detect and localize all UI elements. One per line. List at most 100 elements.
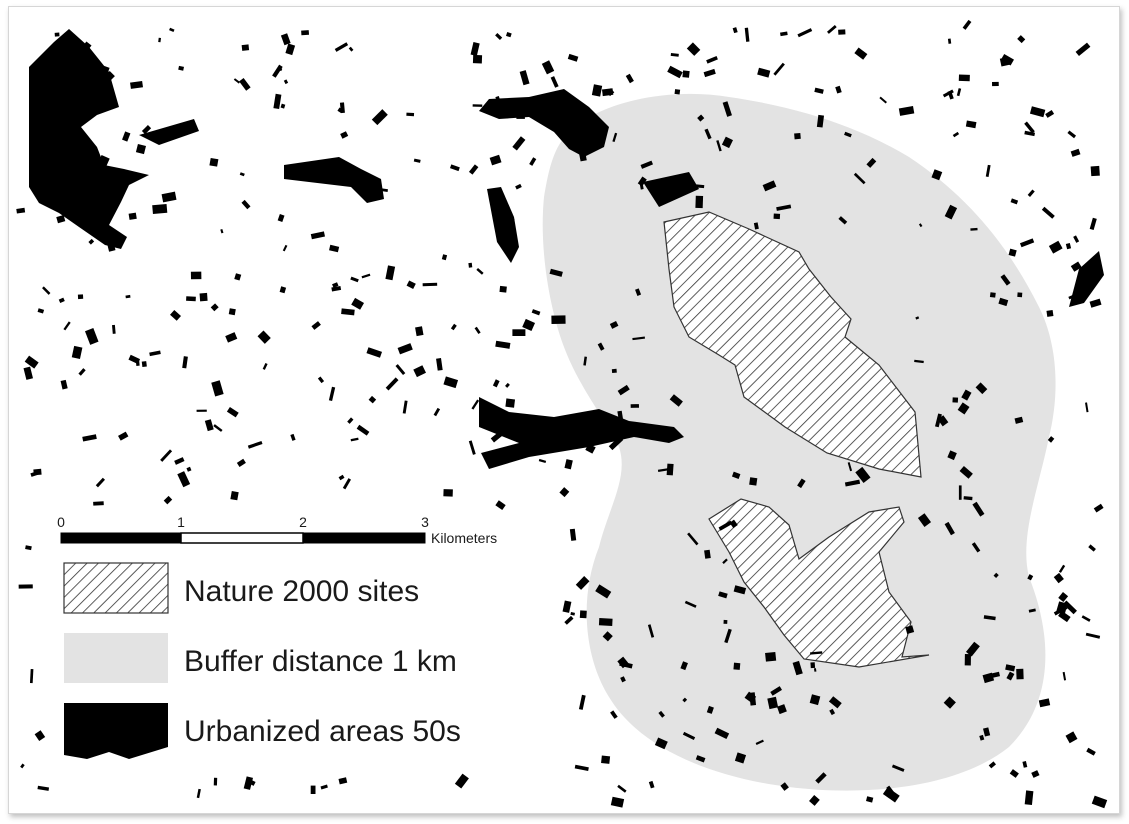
urban-patch — [853, 172, 866, 185]
urban-patch — [797, 28, 813, 38]
urban-patch — [617, 784, 627, 793]
urban-patch — [1070, 261, 1082, 272]
urban-patch — [128, 212, 137, 220]
urban-patch — [964, 653, 971, 666]
urban-patch — [721, 136, 733, 149]
urban-patch — [958, 74, 970, 82]
urban-patch — [549, 268, 563, 277]
urban-patch — [1027, 574, 1034, 581]
urban-patch — [657, 467, 671, 472]
urban-patch — [776, 204, 792, 211]
urban-patch — [767, 696, 779, 710]
urban-patch — [992, 81, 999, 87]
urban-patch — [835, 85, 842, 94]
urban-patch — [149, 350, 161, 357]
urban-patch — [490, 429, 505, 443]
urban-patch — [962, 19, 972, 30]
urban-patch — [71, 345, 83, 360]
urban-patch — [704, 549, 711, 559]
urban-patch — [682, 731, 696, 741]
urban-patch — [865, 796, 874, 803]
urban-patch — [648, 780, 655, 789]
scale-tick-0: 0 — [57, 514, 65, 530]
urban-patch — [647, 624, 655, 638]
urban-patch — [454, 773, 469, 789]
urban-patch — [1016, 668, 1024, 680]
urban-patch — [575, 576, 590, 590]
urban-patch — [141, 125, 152, 135]
urban-patch — [495, 32, 503, 41]
urban-patch — [749, 692, 757, 706]
urban-patch — [780, 782, 789, 791]
urban-patch — [891, 764, 905, 772]
urban-patch — [733, 662, 741, 670]
urban-patch — [531, 309, 541, 316]
urban-patch — [170, 309, 181, 321]
urban-patch — [311, 321, 321, 330]
urban-patch — [780, 31, 788, 37]
urban-patch — [814, 87, 824, 94]
urban-patch — [505, 398, 516, 408]
urban-patch — [703, 68, 716, 78]
urban-patch — [1017, 292, 1023, 298]
urban-patch — [317, 376, 325, 384]
urban-patch — [230, 490, 239, 501]
urban-patch — [341, 308, 355, 316]
urban-patch — [495, 95, 502, 107]
urban-patch — [468, 440, 476, 455]
urban-patch — [905, 625, 915, 635]
urban-patch — [476, 267, 484, 275]
urban-patch — [723, 619, 728, 624]
map-frame: 0 1 2 3 Kilometers Nature 2000 sites Buf… — [8, 6, 1120, 814]
urban-patch — [385, 377, 399, 391]
urban-patch — [1000, 274, 1011, 286]
urban-patch — [55, 146, 64, 152]
urban-patch — [947, 450, 957, 461]
urban-patch — [1085, 402, 1089, 413]
urban-patch — [310, 231, 326, 240]
urban-patch — [617, 410, 624, 422]
urban-patch — [402, 400, 408, 414]
urban-patch — [82, 434, 97, 442]
urban-patch — [579, 610, 587, 619]
urban-patch — [972, 501, 985, 517]
urban-patch — [371, 109, 388, 126]
urban-patch — [56, 215, 66, 224]
urban-patch — [975, 382, 988, 395]
urban-patch — [285, 43, 296, 56]
urban-patch — [338, 777, 348, 785]
urban-patch — [1009, 769, 1019, 778]
urban-patch — [347, 417, 354, 424]
urban-patch — [609, 320, 619, 329]
urban-patch — [838, 29, 846, 35]
urban-patch — [161, 191, 177, 203]
urban-patch — [290, 433, 296, 441]
urban-patch — [572, 420, 589, 428]
urban-patch — [989, 292, 996, 298]
urban-patch — [773, 213, 781, 220]
urban-patch — [983, 727, 991, 737]
urban-patch — [1031, 770, 1040, 778]
urban-patch — [63, 321, 71, 331]
urban-patch — [1058, 610, 1071, 623]
legend-symbol-nature-sites — [63, 562, 169, 614]
urban-patch — [279, 286, 287, 294]
urban-patch — [177, 471, 191, 488]
urban-patch — [1070, 148, 1081, 157]
urban-patch — [241, 199, 251, 210]
urban-patch — [38, 195, 48, 205]
urban-patch — [115, 169, 125, 177]
urban-patch — [196, 788, 201, 799]
urban-patch — [516, 115, 525, 119]
urban-patch — [956, 88, 962, 97]
urban-patch — [815, 772, 827, 784]
urban-areas — [29, 29, 1104, 469]
urban-patch — [42, 286, 51, 295]
urban-patch — [792, 660, 803, 676]
urban-patch — [33, 468, 42, 476]
urban-patch — [667, 65, 683, 79]
urban-patch — [999, 57, 1010, 67]
urban-patch — [340, 176, 346, 182]
urban-patch — [827, 24, 837, 34]
urban-patch — [504, 213, 515, 224]
